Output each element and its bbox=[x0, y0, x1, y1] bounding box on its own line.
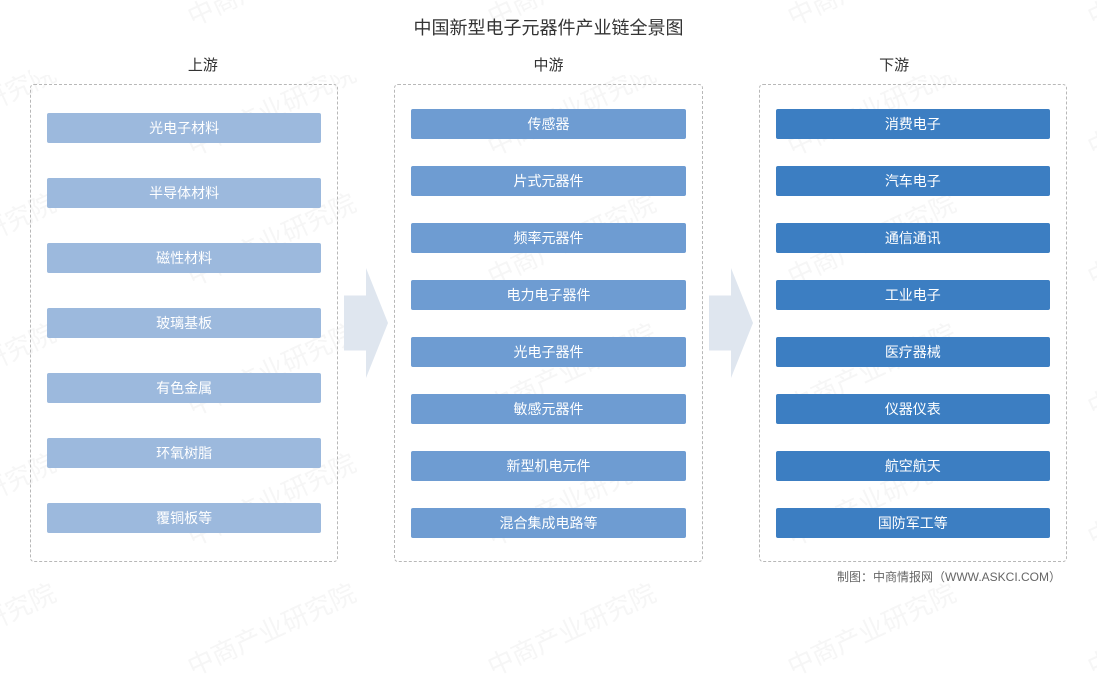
axis-label-upstream: 上游 bbox=[30, 54, 376, 75]
stage-item: 混合集成电路等 bbox=[411, 508, 685, 538]
stage-item: 半导体材料 bbox=[47, 178, 321, 208]
axis: 上游 中游 下游 bbox=[30, 50, 1067, 78]
stage-downstream: 消费电子汽车电子通信通讯工业电子医疗器械仪器仪表航空航天国防军工等 bbox=[759, 84, 1067, 562]
page-title: 中国新型电子元器件产业链全景图 bbox=[30, 10, 1067, 50]
stage-item: 光电子器件 bbox=[411, 337, 685, 367]
axis-label-midstream: 中游 bbox=[376, 54, 722, 75]
stage-upstream: 光电子材料半导体材料磁性材料玻璃基板有色金属环氧树脂覆铜板等 bbox=[30, 84, 338, 562]
footer-credit: 制图：中商情报网（WWW.ASKCI.COM） bbox=[30, 562, 1067, 585]
stage-item: 有色金属 bbox=[47, 373, 321, 403]
stage-item: 玻璃基板 bbox=[47, 308, 321, 338]
axis-label-downstream: 下游 bbox=[721, 54, 1067, 75]
stage-row: 光电子材料半导体材料磁性材料玻璃基板有色金属环氧树脂覆铜板等传感器片式元器件频率… bbox=[30, 84, 1067, 562]
stage-item: 医疗器械 bbox=[776, 337, 1050, 367]
axis-labels: 上游 中游 下游 bbox=[30, 54, 1067, 75]
stage-midstream: 传感器片式元器件频率元器件电力电子器件光电子器件敏感元器件新型机电元件混合集成电… bbox=[394, 84, 702, 562]
stage-item: 仪器仪表 bbox=[776, 394, 1050, 424]
stage-item: 传感器 bbox=[411, 109, 685, 139]
stage-item: 消费电子 bbox=[776, 109, 1050, 139]
stage-item: 通信通讯 bbox=[776, 223, 1050, 253]
flow-arrow bbox=[703, 84, 759, 562]
flow-arrow bbox=[338, 84, 394, 562]
stage-item: 敏感元器件 bbox=[411, 394, 685, 424]
stage-item: 频率元器件 bbox=[411, 223, 685, 253]
stage-item: 磁性材料 bbox=[47, 243, 321, 273]
stage-item: 光电子材料 bbox=[47, 113, 321, 143]
stage-item: 电力电子器件 bbox=[411, 280, 685, 310]
stage-item: 国防军工等 bbox=[776, 508, 1050, 538]
stage-item: 新型机电元件 bbox=[411, 451, 685, 481]
stage-item: 环氧树脂 bbox=[47, 438, 321, 468]
diagram-root: 中国新型电子元器件产业链全景图 上游 中游 下游 光电子材料半导体材料磁性材料玻… bbox=[0, 0, 1097, 611]
stage-item: 航空航天 bbox=[776, 451, 1050, 481]
stage-item: 汽车电子 bbox=[776, 166, 1050, 196]
stage-item: 片式元器件 bbox=[411, 166, 685, 196]
stage-item: 覆铜板等 bbox=[47, 503, 321, 533]
stage-item: 工业电子 bbox=[776, 280, 1050, 310]
